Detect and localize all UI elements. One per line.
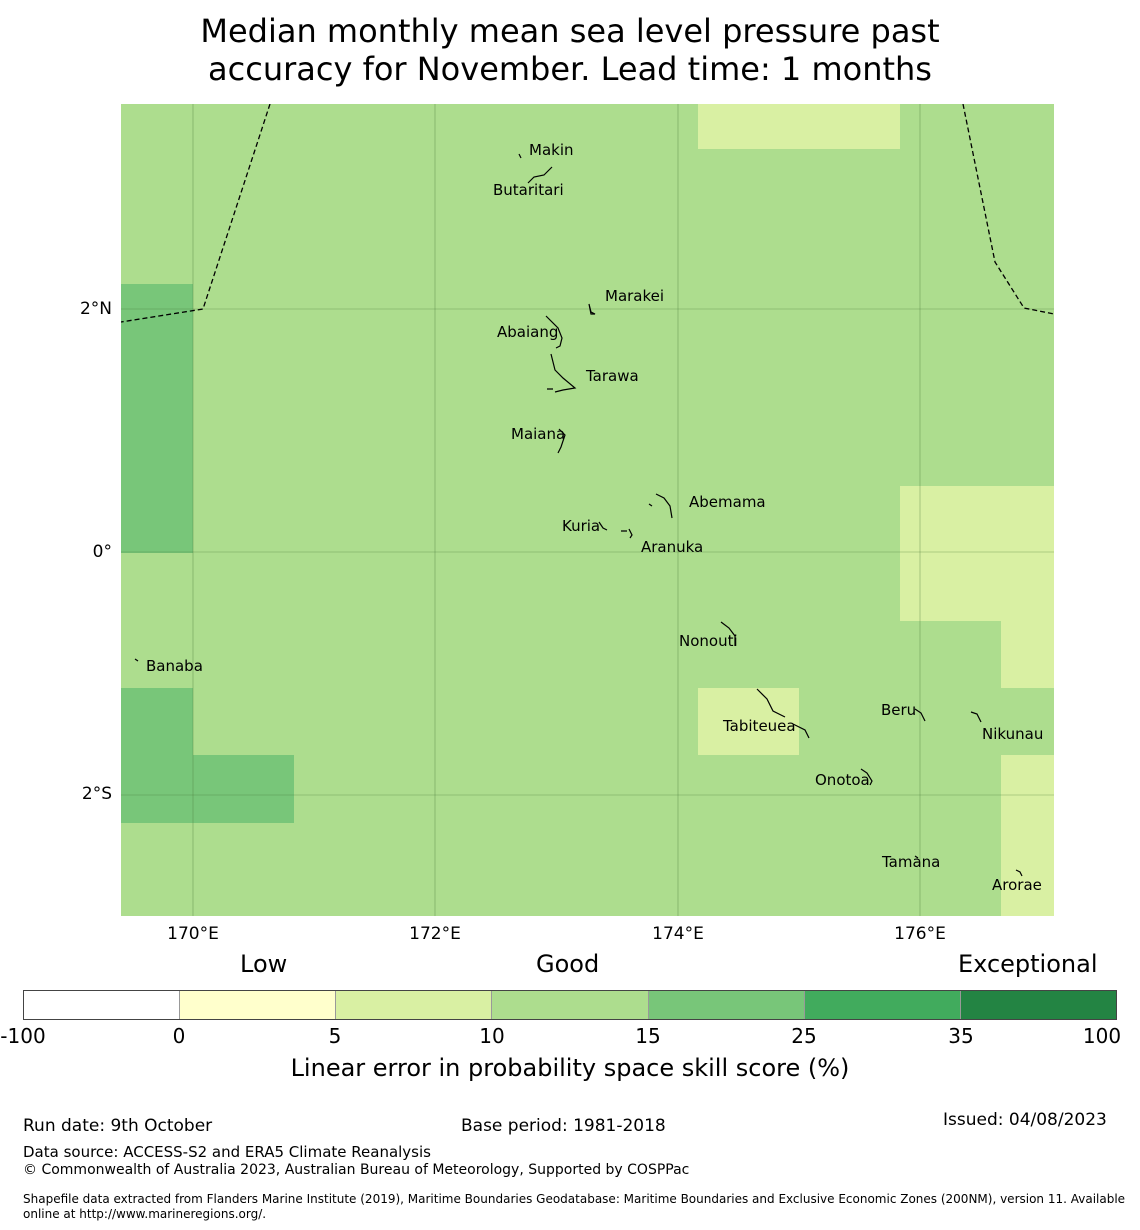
lon-label-172e: 172°E: [409, 924, 461, 944]
island-label-tabiteuea: Tabiteuea: [723, 717, 796, 735]
category-low: Low: [240, 950, 288, 978]
colorbar-segment: [960, 991, 1116, 1019]
island-label-arorae: Arorae: [992, 876, 1042, 894]
category-good: Good: [536, 950, 600, 978]
colorbar-segment: [180, 991, 337, 1019]
colorbar-segment: [24, 991, 181, 1019]
title-line-1: Median monthly mean sea level pressure p…: [200, 12, 940, 50]
island-label-abaiang: Abaiang: [497, 323, 559, 341]
colorbar-tick: 100: [1082, 1024, 1122, 1048]
cell-low-se: [1001, 755, 1054, 916]
colorbar-segment: [804, 991, 961, 1019]
gridlines: [121, 104, 1054, 916]
title-line-2: accuracy for November. Lead time: 1 mont…: [208, 50, 932, 88]
island-label-makin: Makin: [529, 141, 574, 159]
island-label-aranuka: Aranuka: [641, 538, 704, 556]
island-label-onotoa: Onotoa: [815, 771, 870, 789]
eez-boundary-east: [962, 104, 1054, 315]
base-period: Base period: 1981-2018: [461, 1116, 666, 1136]
lon-label-174e: 174°E: [652, 924, 704, 944]
island-label-tarawa: Tarawa: [586, 367, 639, 385]
colorbar-label: Linear error in probability space skill …: [290, 1054, 850, 1082]
run-date: Run date: 9th October: [23, 1116, 213, 1136]
island-label-butaritari: Butaritari: [493, 181, 564, 199]
cell-low-tabiteuea: [698, 688, 799, 755]
colorbar-segment: [648, 991, 805, 1019]
colorbar-tick: 10: [479, 1024, 505, 1048]
colorbar-tick: 25: [791, 1024, 817, 1048]
cell-high-west-1: [121, 284, 193, 553]
lon-label-170e: 170°E: [167, 924, 219, 944]
cell-low-east-2: [1001, 621, 1054, 688]
lat-label-2s: 2°S: [81, 784, 112, 804]
island-label-nikunau: Nikunau: [982, 725, 1044, 743]
colorbar-tick: 35: [948, 1024, 974, 1048]
island-outlines: [134, 153, 1023, 877]
cell-high-west-3: [193, 755, 294, 823]
lat-label-0: 0°: [92, 542, 112, 562]
cell-low-east-1: [900, 486, 1054, 621]
cell-high-west-2: [121, 688, 193, 823]
colorbar: [23, 990, 1117, 1020]
island-label-abemama: Abemama: [689, 493, 766, 511]
island-label-banaba: Banaba: [146, 657, 203, 675]
island-label-kuria: Kuria: [562, 517, 601, 535]
island-label-marakei: Marakei: [605, 287, 665, 305]
skill-map: [121, 104, 1054, 916]
colorbar-tick: 5: [328, 1024, 342, 1048]
map-title: Median monthly mean sea level pressure p…: [0, 12, 1140, 88]
category-exceptional: Exceptional: [958, 950, 1098, 978]
issued-date: Issued: 04/08/2023: [943, 1110, 1107, 1130]
cell-low-ne: [698, 104, 900, 149]
lon-label-176e: 176°E: [894, 924, 946, 944]
colorbar-segment: [336, 991, 493, 1019]
lat-label-2n: 2°N: [79, 299, 112, 319]
colorbar-tick: 15: [635, 1024, 661, 1048]
shapefile-credit: Shapefile data extracted from Flanders M…: [23, 1192, 1126, 1221]
data-source: Data source: ACCESS-S2 and ERA5 Climate …: [23, 1143, 431, 1161]
island-label-nonouti: Nonouti: [679, 632, 738, 650]
colorbar-tick: 0: [172, 1024, 186, 1048]
colorbar-segment: [492, 991, 649, 1019]
island-label-maiana: Maiana: [511, 425, 566, 443]
island-label-beru: Beru: [881, 701, 917, 719]
copyright: © Commonwealth of Australia 2023, Austra…: [23, 1162, 690, 1178]
colorbar-tick: -100: [0, 1024, 46, 1048]
island-label-tamana: Tamana: [882, 853, 941, 871]
